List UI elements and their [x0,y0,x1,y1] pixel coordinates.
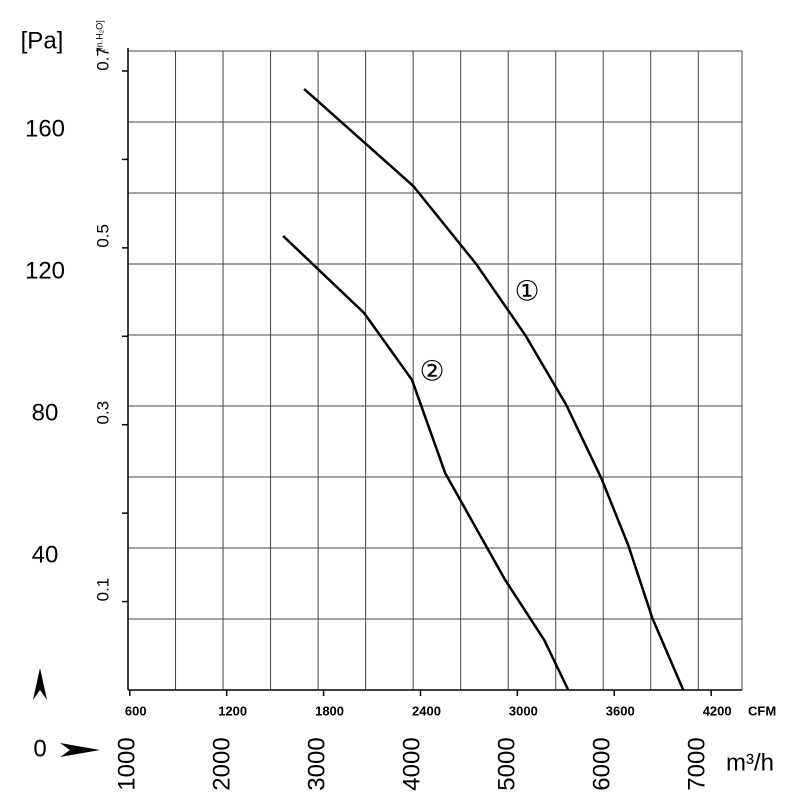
x2-tick-label: 4200 [703,703,732,718]
x2-tick-label: 1200 [218,703,247,718]
x-unit-label: m³/h [726,749,774,776]
y-tick-label: 120 [25,257,65,284]
x-tick-label: 7000 [684,737,711,790]
x2-tick-label: 600 [125,703,147,718]
y2-tick-label: 0.1 [93,578,112,602]
y-tick-label: 160 [25,115,65,142]
x2-tick-label: 3600 [606,703,635,718]
y2-tick-label: 0.5 [93,224,112,248]
x2-tick-label: 2400 [412,703,441,718]
x2-tick-label: 3000 [509,703,538,718]
x2-tick-label: 1800 [315,703,344,718]
x-tick-label: 5000 [494,737,521,790]
x-tick-label: 3000 [303,737,330,790]
curve-label: ② [419,355,444,386]
y-tick-label: 40 [32,541,59,568]
x-tick-label: 6000 [589,737,616,790]
y2-tick-label: 0.7 [93,47,112,71]
x-arrow [60,743,100,757]
y-unit-label: [Pa] [21,27,64,54]
curve [282,235,570,691]
curve-label: ① [514,275,539,306]
origin-label: 0 [33,735,46,762]
x2-unit-label: CFM [748,703,776,718]
y-tick-label: 80 [32,399,59,426]
x-tick-label: 2000 [208,737,235,790]
curve [303,88,685,691]
x-tick-label: 4000 [398,737,425,790]
y2-tick-label: 0.3 [93,401,112,425]
y2-unit-label: [in.H₂O] [94,20,104,52]
y-arrow [33,668,47,700]
x-tick-label: 1000 [113,737,140,790]
